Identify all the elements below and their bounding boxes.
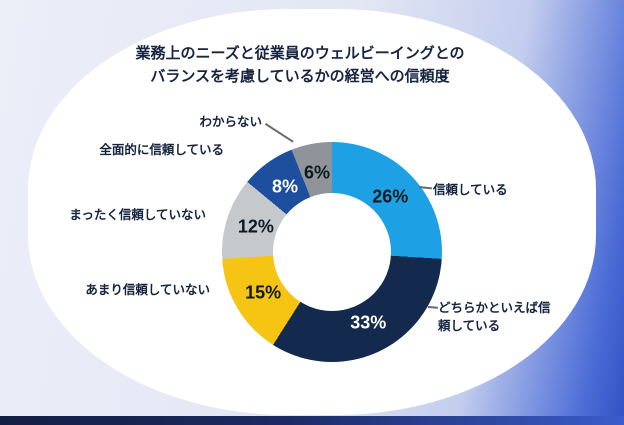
chart-title: 業務上のニーズと従業員のウェルビーイングとの バランスを考慮しているかの経営への… [60, 42, 540, 89]
chart-title-line2: バランスを考慮しているかの経営への信頼度 [150, 68, 450, 86]
segment-value-label: 15% [245, 282, 282, 303]
category-label-zenmen: 全面的に信頼している [99, 143, 224, 157]
background-accent-strip [0, 416, 624, 425]
category-label-dochira: どちらかといえば信頼している [438, 301, 551, 333]
donut-chart-area: 26% 33% 15% 12% 8% 6% [222, 142, 442, 362]
category-label-shinrai: 信頼している [433, 183, 508, 197]
segment-value-label: 8% [271, 176, 299, 197]
donut-labels: 26% 33% 15% 12% 8% 6% [222, 142, 442, 362]
segment-value-label: 33% [350, 312, 387, 333]
segment-value-label: 6% [303, 162, 331, 183]
category-label-wakaranai: わからない [199, 115, 262, 129]
donut-hole [273, 193, 391, 311]
chart-title-line1: 業務上のニーズと従業員のウェルビーイングとの [135, 45, 465, 62]
category-label-amari: あまり信頼していない [85, 283, 210, 297]
segment-value-label: 12% [237, 216, 274, 237]
segment-value-label: 26% [372, 186, 409, 207]
category-label-mattaku: まったく信頼していない [69, 208, 206, 222]
